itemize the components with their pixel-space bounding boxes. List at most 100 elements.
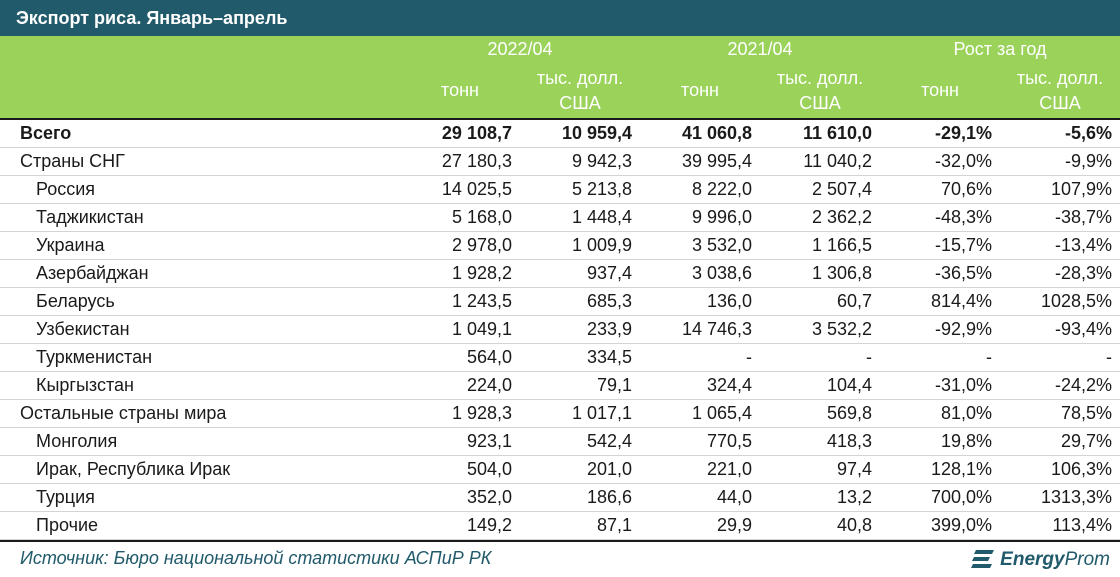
table-row: Беларусь 1 243,5 685,3 136,0 60,7 814,4%… [0,287,1120,316]
cell-growth-tonn: 399,0% [880,511,1001,540]
cell-tonn-2022: 224,0 [400,371,520,400]
cell-growth-tonn: -36,5% [880,259,1001,288]
cell-usd-2022: 542,4 [520,427,641,456]
cell-growth-usd: 113,4% [1000,511,1120,540]
cell-usd-2022: 233,9 [520,315,641,344]
header-period-2021: 2021/04 [640,36,881,63]
table-row: Узбекистан 1 049,1 233,9 14 746,3 3 532,… [0,315,1120,344]
header-blank-units [0,63,400,119]
cell-tonn-2022: 564,0 [400,343,520,372]
header-row-periods: 2022/04 2021/04 Рост за год [0,36,1120,63]
cell-tonn-2022: 149,2 [400,511,520,540]
row-name: Туркменистан [0,343,400,372]
logo-wordmark: EnergyProm [1000,549,1110,570]
cell-tonn-2021: 3 038,6 [640,259,761,288]
cell-usd-2021: 1 166,5 [760,231,881,260]
table-row-total: Всего 29 108,7 10 959,4 41 060,8 11 610,… [0,118,1120,148]
header-growth: Рост за год [880,36,1120,63]
cell-usd-2021: 569,8 [760,399,881,428]
table-row: Ирак, Республика Ирак 504,0 201,0 221,0 … [0,455,1120,484]
cell-growth-tonn: -32,0% [880,147,1001,176]
cell-growth-usd: -9,9% [1000,147,1120,176]
row-name: Остальные страны мира [0,399,400,428]
rice-export-table: 2022/04 2021/04 Рост за год тонн тыс. до… [0,36,1120,540]
cell-tonn-2021: 770,5 [640,427,761,456]
header-unit-usd: тыс. долл. США [760,63,881,119]
header-unit-tonn: тонн [400,63,520,119]
header-blank [0,36,400,63]
row-name: Украина [0,231,400,260]
cell-tonn-2022: 1 928,3 [400,399,520,428]
cell-growth-usd: -5,6% [1000,118,1120,148]
cell-usd-2022: 937,4 [520,259,641,288]
cell-tonn-2021: 41 060,8 [640,118,761,148]
table-row: Турция 352,0 186,6 44,0 13,2 700,0% 1313… [0,483,1120,512]
cell-usd-2022: 79,1 [520,371,641,400]
cell-tonn-2022: 923,1 [400,427,520,456]
cell-tonn-2021: 9 996,0 [640,203,761,232]
cell-tonn-2021: 1 065,4 [640,399,761,428]
cell-growth-usd: 29,7% [1000,427,1120,456]
cell-tonn-2021: - [640,343,761,372]
cell-usd-2021: 2 362,2 [760,203,881,232]
cell-growth-usd: 106,3% [1000,455,1120,484]
header-unit-usd: тыс. долл. США [1000,63,1120,119]
table-title: Экспорт риса. Январь–апрель [0,0,1120,36]
cell-growth-usd: -24,2% [1000,371,1120,400]
cell-tonn-2021: 14 746,3 [640,315,761,344]
cell-usd-2022: 9 942,3 [520,147,641,176]
energyprom-logo-icon [971,550,995,568]
cell-usd-2021: 11 610,0 [760,118,881,148]
cell-usd-2022: 186,6 [520,483,641,512]
cell-tonn-2022: 29 108,7 [400,118,520,148]
row-name: Таджикистан [0,203,400,232]
row-name: Кыргызстан [0,371,400,400]
row-name: Беларусь [0,287,400,316]
cell-tonn-2021: 324,4 [640,371,761,400]
table-row: Туркменистан 564,0 334,5 - - - - [0,343,1120,372]
cell-growth-tonn: 19,8% [880,427,1001,456]
cell-usd-2022: 201,0 [520,455,641,484]
cell-tonn-2021: 8 222,0 [640,175,761,204]
header-period-2022: 2022/04 [400,36,641,63]
cell-usd-2022: 334,5 [520,343,641,372]
cell-growth-tonn: 70,6% [880,175,1001,204]
table-row: Азербайджан 1 928,2 937,4 3 038,6 1 306,… [0,259,1120,288]
cell-tonn-2021: 136,0 [640,287,761,316]
table-row: Монголия 923,1 542,4 770,5 418,3 19,8% 2… [0,427,1120,456]
table-row: Прочие 149,2 87,1 29,9 40,8 399,0% 113,4… [0,511,1120,540]
cell-tonn-2022: 27 180,3 [400,147,520,176]
cell-usd-2021: - [760,343,881,372]
cell-tonn-2022: 2 978,0 [400,231,520,260]
table-row: Страны СНГ 27 180,3 9 942,3 39 995,4 11 … [0,147,1120,176]
source-note: Источник: Бюро национальной статистики А… [20,548,492,568]
cell-usd-2021: 60,7 [760,287,881,316]
cell-usd-2021: 3 532,2 [760,315,881,344]
cell-usd-2022: 10 959,4 [520,118,641,148]
cell-growth-usd: 1028,5% [1000,287,1120,316]
cell-usd-2022: 87,1 [520,511,641,540]
cell-growth-tonn: 128,1% [880,455,1001,484]
cell-tonn-2021: 221,0 [640,455,761,484]
table-row: Украина 2 978,0 1 009,9 3 532,0 1 166,5 … [0,231,1120,260]
row-name: Турция [0,483,400,512]
cell-usd-2022: 5 213,8 [520,175,641,204]
row-name: Ирак, Республика Ирак [0,455,400,484]
cell-growth-tonn: -15,7% [880,231,1001,260]
cell-growth-usd: 78,5% [1000,399,1120,428]
cell-growth-usd: -13,4% [1000,231,1120,260]
cell-tonn-2022: 1 928,2 [400,259,520,288]
cell-tonn-2022: 504,0 [400,455,520,484]
cell-usd-2022: 1 448,4 [520,203,641,232]
cell-usd-2021: 2 507,4 [760,175,881,204]
cell-tonn-2021: 3 532,0 [640,231,761,260]
cell-usd-2022: 1 017,1 [520,399,641,428]
energyprom-logo: EnergyProm [970,546,1110,574]
row-name: Прочие [0,511,400,540]
cell-growth-usd: -93,4% [1000,315,1120,344]
row-name: Россия [0,175,400,204]
header-unit-tonn: тонн [880,63,1001,119]
row-name: Узбекистан [0,315,400,344]
cell-tonn-2022: 352,0 [400,483,520,512]
cell-growth-usd: 1313,3% [1000,483,1120,512]
